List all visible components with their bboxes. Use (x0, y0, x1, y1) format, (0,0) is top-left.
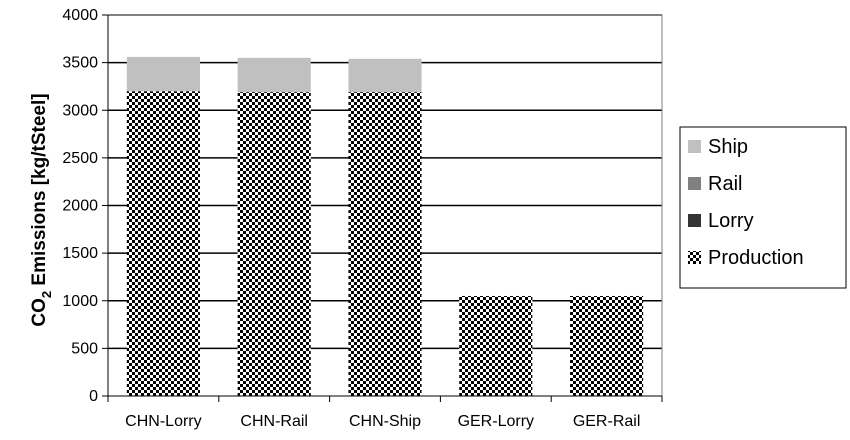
legend-swatch-ship (688, 140, 701, 153)
axes (102, 14, 663, 402)
y-tick-label: 2500 (62, 150, 98, 167)
bar-ship-chn-ship (348, 58, 422, 93)
bar-production-chn-lorry (126, 91, 200, 396)
bar-ship-chn-lorry (126, 56, 200, 92)
x-tick-labels: CHN-Lorry CHN-Rail CHN-Ship GER-Lorry GER-Ra… (125, 413, 640, 430)
y-tick-label: 4000 (62, 7, 98, 24)
bar-production-chn-ship (348, 92, 422, 396)
bar-ship-chn-rail (237, 57, 311, 93)
bar-production-ger-lorry (459, 295, 533, 396)
legend-label-ship: Ship (708, 136, 748, 158)
legend-label-lorry: Lorry (708, 210, 754, 232)
x-tick-label: CHN-Rail (240, 413, 308, 430)
legend-box (679, 126, 847, 289)
x-tick-label: CHN-Lorry (125, 413, 201, 430)
bar-production-chn-rail (237, 92, 311, 396)
x-tick-label: CHN-Ship (349, 413, 421, 430)
x-tick-label: GER-Lorry (458, 413, 534, 430)
legend-swatch-production (688, 251, 701, 264)
bars (126, 56, 644, 396)
legend-label-rail: Rail (708, 173, 742, 195)
y-tick-label: 1000 (62, 293, 98, 310)
y-tick-label: 3000 (62, 102, 98, 119)
x-tick-label: GER-Rail (573, 413, 641, 430)
y-tick-label: 2000 (62, 198, 98, 215)
y-tick-label: 1500 (62, 245, 98, 262)
legend-swatch-lorry (688, 214, 701, 227)
legend-swatch-rail (688, 177, 701, 190)
legend: Ship Rail Lorry Production (679, 126, 847, 289)
y-tick-labels: 0 500 1000 1500 2000 2500 3000 3500 4000 (62, 7, 98, 405)
bar-production-ger-rail (570, 295, 644, 396)
y-axis-label: CO2 Emissions [kg/tSteel] (29, 93, 54, 326)
y-tick-label: 3500 (62, 55, 98, 72)
y-tick-label: 500 (71, 340, 98, 357)
legend-label-production: Production (708, 247, 804, 269)
y-tick-label: 0 (89, 388, 98, 405)
